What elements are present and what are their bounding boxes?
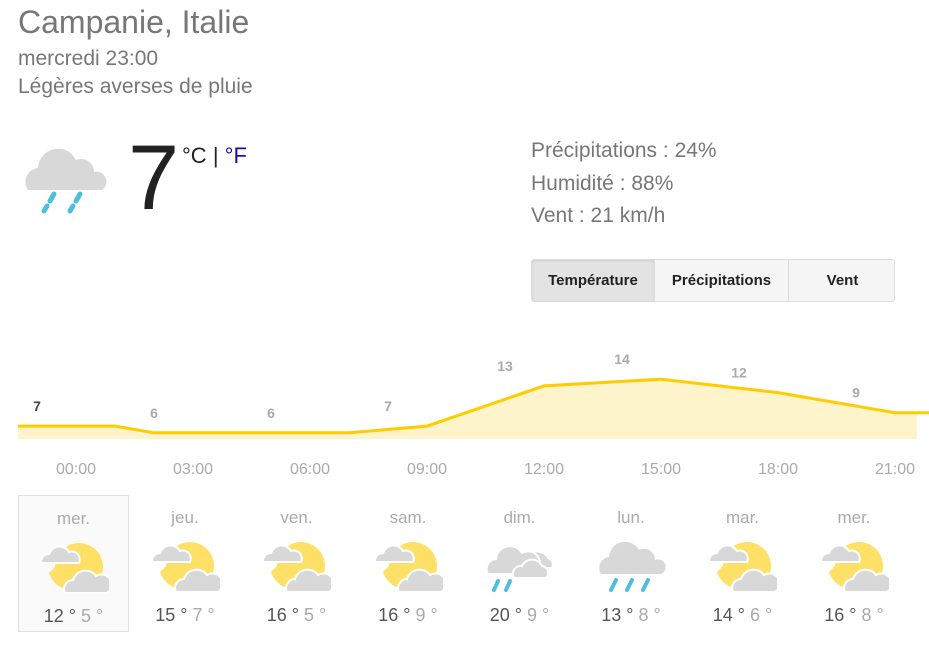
current-temperature: 7 [128,127,180,229]
high-temp: 15 ° [155,605,188,625]
temperature-chart: 7 00:00 6 03:00 6 06:00 7 09:00 13 12:00 14 15:00 12… [18,351,929,478]
partly-cloudy-icon [819,538,893,594]
x-tick-label: 06:00 [290,461,330,478]
day-forecast[interactable]: mar. 14 ° 6 ° [687,495,798,632]
humidity-stat: Humidité : 88% [531,172,674,195]
high-temp: 13 ° [601,605,634,625]
high-temp: 16 ° [266,605,299,625]
low-temp: 7 ° [192,605,215,625]
tab-temperature[interactable]: Température [532,260,655,301]
low-temp: 6 ° [750,605,773,625]
day-temps: 12 ° 5 ° [19,606,128,627]
high-temp: 16 ° [378,605,411,625]
tab-precipitation[interactable]: Précipitations [655,260,789,301]
day-temps: 16 ° 5 ° [241,605,352,626]
fahrenheit-link[interactable]: °F [224,143,247,168]
rain-icon [596,538,666,594]
data-label: 7 [33,398,41,414]
x-tick-label: 03:00 [173,461,213,478]
day-temps: 14 ° 6 ° [687,605,798,626]
data-label: 14 [614,351,630,367]
partly-cloudy-icon [261,538,335,594]
temperature-area [18,379,929,439]
day-temps: 16 ° 8 ° [799,605,910,626]
data-label: 6 [150,405,158,421]
high-temp: 12 ° [43,606,76,626]
day-forecast[interactable]: mer. 12 ° 5 ° [18,495,129,632]
data-label: 7 [384,398,392,414]
tab-wind[interactable]: Vent [789,260,894,301]
low-temp: 8 ° [861,605,884,625]
day-name: mar. [725,508,760,527]
condition: Légères averses de pluie [18,75,253,98]
day-temps: 13 ° 8 ° [576,605,687,626]
data-label: 13 [497,358,513,374]
day-name: ven. [280,508,313,527]
unit-switch: °C | °F [182,143,247,169]
x-tick-label: 15:00 [641,461,681,478]
x-tick-label: 09:00 [407,461,447,478]
day-forecast[interactable]: sam. 16 ° 9 ° [353,495,464,632]
day-forecast[interactable]: ven. 16 ° 5 ° [241,495,352,632]
day-temps: 16 ° 9 ° [353,605,464,626]
high-temp: 16 ° [824,605,857,625]
day-name: jeu. [171,508,199,527]
high-temp: 20 ° [489,605,522,625]
showers-icon [484,538,554,594]
datetime: mercredi 23:00 [18,47,159,70]
x-tick-label: 18:00 [758,461,798,478]
partly-cloudy-icon [707,538,781,594]
day-forecast[interactable]: lun. 13 ° 8 ° [576,495,687,632]
day-forecast[interactable]: dim. 20 ° 9 ° [464,495,575,632]
wind-stat: Vent : 21 km/h [531,204,666,227]
partly-cloudy-icon [39,539,113,595]
day-name: lun. [617,508,645,527]
location-title: Campanie, Italie [18,4,250,40]
day-forecast[interactable]: jeu. 15 ° 7 ° [130,495,241,632]
low-temp: 9 ° [415,605,438,625]
day-temps: 20 ° 9 ° [464,605,575,626]
day-name: mer. [56,509,91,528]
day-temps: 15 ° 7 ° [130,605,241,626]
data-label: 9 [852,385,860,401]
partly-cloudy-icon [150,538,224,594]
x-tick-label: 12:00 [524,461,564,478]
day-name: sam. [389,508,427,527]
day-name: dim. [503,508,536,527]
unit-separator: | [212,143,219,168]
x-tick-label: 21:00 [875,461,915,478]
partly-cloudy-icon [373,538,447,594]
high-temp: 14 ° [712,605,745,625]
celsius-unit: °C [182,143,207,168]
low-temp: 5 ° [81,606,104,626]
low-temp: 9 ° [527,605,550,625]
x-tick-label: 00:00 [56,461,96,478]
low-temp: 8 ° [638,605,661,625]
data-label: 6 [267,405,275,421]
day-name: mer. [837,508,871,527]
data-label: 12 [731,365,747,381]
day-forecast[interactable]: mer. 16 ° 8 ° [799,495,910,632]
rain-cloud-icon [24,138,108,218]
precipitation-stat: Précipitations : 24% [531,139,717,162]
chart-tabs: Température Précipitations Vent [531,259,895,302]
low-temp: 5 ° [304,605,327,625]
temperature-line [18,377,929,435]
